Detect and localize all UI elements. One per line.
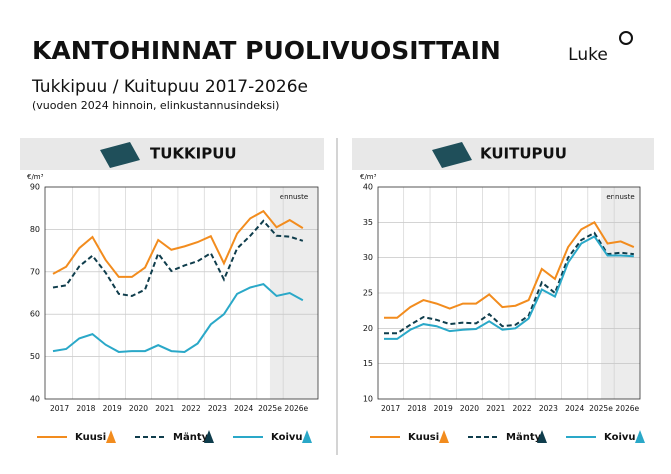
y-tick-label: 50 <box>30 352 40 361</box>
x-tick-label: 2022 <box>513 404 532 413</box>
legend-label: Kuusi <box>408 432 439 443</box>
plot-frame <box>377 186 641 400</box>
x-tick-label: 2021 <box>155 404 174 413</box>
y-tick-label: 80 <box>30 225 40 234</box>
plot-frame <box>44 186 319 400</box>
x-tick-label: 2023 <box>208 404 227 413</box>
series-line <box>384 221 635 319</box>
y-axis-label: €/m³ <box>27 173 44 181</box>
x-tick-label: 2019 <box>103 404 122 413</box>
legend-label: Koivu <box>604 432 636 443</box>
x-tick-label: 2025e <box>258 404 282 413</box>
y-axis-label: €/m³ <box>360 173 377 181</box>
series-line <box>52 209 304 278</box>
legend-label: Mänty <box>506 432 542 443</box>
log-icon <box>100 142 472 168</box>
x-tick-label: 2018 <box>76 404 95 413</box>
series-line <box>384 231 634 335</box>
y-tick-label: 70 <box>30 267 40 276</box>
legend-label: Kuusi <box>75 432 106 443</box>
y-tick-label: 90 <box>30 183 40 192</box>
y-tick-label: 15 <box>363 359 373 368</box>
note: (vuoden 2024 hinnoin, elinkustannusindek… <box>32 99 279 112</box>
x-tick-label: 2025e <box>589 404 613 413</box>
forecast-label: ennuste <box>606 193 634 201</box>
legend-icon <box>439 430 449 443</box>
legend-icon <box>302 430 312 443</box>
y-tick-label: 40 <box>30 395 40 404</box>
legend-label: Koivu <box>271 432 303 443</box>
y-tick-label: 20 <box>363 324 373 333</box>
x-tick-label: 2026e <box>284 404 308 413</box>
y-tick-label: 40 <box>363 183 373 192</box>
x-tick-label: 2021 <box>486 404 505 413</box>
panel-header <box>20 138 324 170</box>
logo: Luke <box>568 45 608 65</box>
subtitle: Tukkipuu / Kuitupuu 2017-2026e <box>31 77 308 97</box>
forecast-label: ennuste <box>280 193 308 201</box>
y-tick-label: 30 <box>363 253 373 262</box>
panel-title: TUKKIPUU <box>150 145 237 163</box>
legend-icon <box>204 430 214 443</box>
legend-icon <box>106 430 116 443</box>
series-line <box>384 235 634 340</box>
legend-label: Mänty <box>173 432 209 443</box>
x-tick-label: 2018 <box>407 404 426 413</box>
x-tick-label: 2017 <box>381 404 400 413</box>
forecast-shade <box>269 187 318 399</box>
x-tick-label: 2022 <box>182 404 201 413</box>
x-tick-label: 2024 <box>234 404 253 413</box>
panel-header <box>352 138 654 170</box>
x-tick-label: 2019 <box>434 404 453 413</box>
logo-mark <box>619 31 633 45</box>
x-tick-label: 2024 <box>565 404 584 413</box>
x-tick-label: 2023 <box>539 404 558 413</box>
panel-title: KUITUPUU <box>480 145 567 163</box>
x-tick-label: 2020 <box>129 404 148 413</box>
series-line <box>52 219 304 298</box>
x-tick-label: 2017 <box>50 404 69 413</box>
main-title: KANTOHINNAT PUOLIVUOSITTAIN <box>32 36 501 65</box>
legend-icon <box>537 430 547 443</box>
x-tick-label: 2020 <box>460 404 479 413</box>
y-tick-label: 25 <box>363 289 373 298</box>
y-tick-label: 60 <box>30 310 40 319</box>
y-tick-label: 35 <box>363 218 373 227</box>
legend-icon <box>635 430 645 443</box>
y-tick-label: 10 <box>363 395 373 404</box>
series-line <box>52 282 304 353</box>
x-tick-label: 2026e <box>615 404 639 413</box>
